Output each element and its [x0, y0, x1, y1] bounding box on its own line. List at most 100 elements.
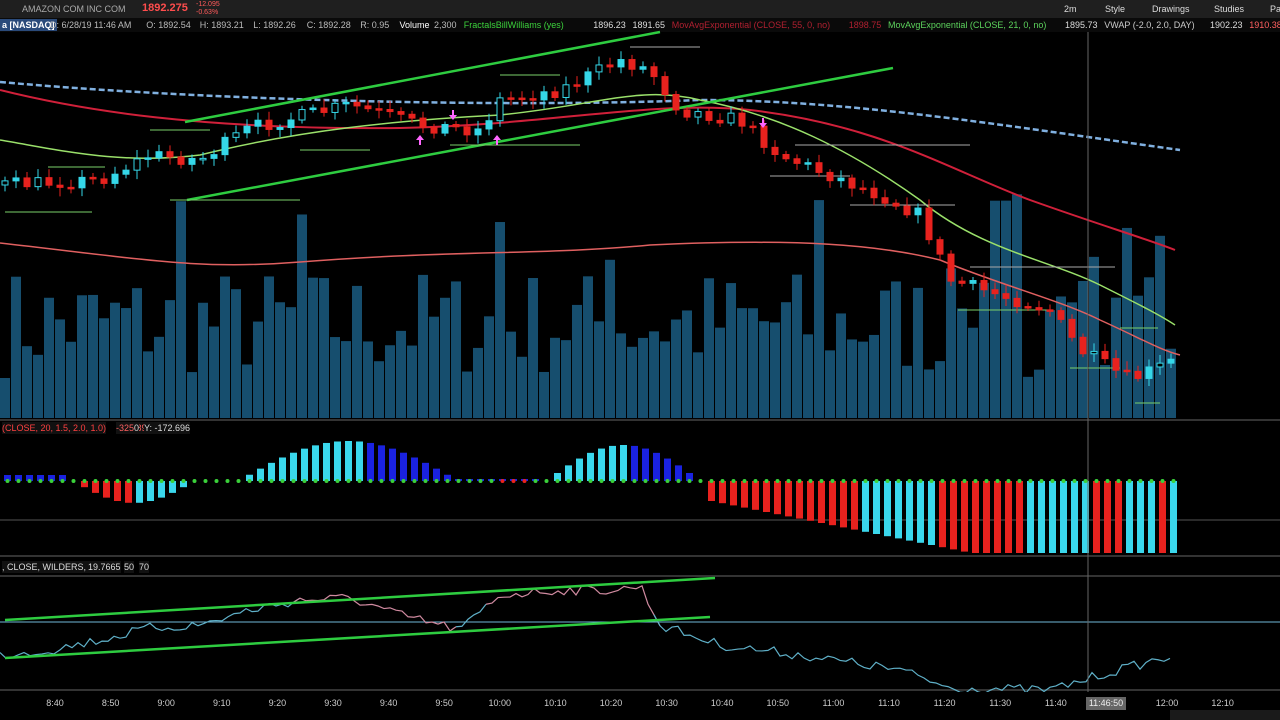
study-value: D: 6/28/19 11:46 AM: [50, 20, 132, 30]
volume-bar: [231, 289, 241, 418]
volume-bar: [660, 341, 670, 418]
toolbar-button[interactable]: Studies: [1214, 4, 1245, 14]
histogram-bar: [411, 457, 418, 481]
zero-dot: [929, 479, 934, 483]
histogram-bar: [81, 481, 88, 488]
zero-dot: [610, 479, 615, 483]
histogram-bar: [389, 448, 396, 481]
candle-body: [980, 280, 988, 291]
volume-bar: [110, 302, 120, 418]
zero-dot: [1028, 479, 1033, 483]
volume-bar: [924, 369, 934, 418]
candle-body: [243, 125, 251, 134]
volume-bar: [561, 340, 571, 418]
histogram-bar: [939, 481, 946, 548]
histogram-bar: [147, 481, 154, 502]
volume-bar: [385, 345, 395, 418]
zero-dot: [1094, 479, 1099, 483]
histogram-bar: [433, 468, 440, 481]
zero-dot: [918, 479, 923, 483]
candle-body: [1035, 307, 1043, 311]
time-label: 10:40: [711, 698, 734, 708]
volume-bar: [462, 371, 472, 418]
zero-dot: [456, 479, 461, 483]
volume-bar: [341, 341, 351, 418]
histogram-bar: [752, 481, 759, 510]
zero-dot: [247, 479, 252, 483]
zero-dot: [665, 479, 670, 483]
toolbar-button[interactable]: 2m: [1064, 4, 1077, 14]
candle-body: [1057, 310, 1065, 320]
candle-body: [23, 177, 31, 188]
histogram-bar: [1115, 481, 1122, 553]
volume-bar: [517, 356, 527, 418]
candle-body: [672, 94, 680, 111]
histogram-bar: [1071, 481, 1078, 553]
zero-dot: [764, 479, 769, 483]
volume-bar: [1056, 296, 1066, 418]
exchange-label: a [NASDAQ]: [0, 19, 57, 31]
study-value: VWAP (-2.0, 2.0, DAY): [1104, 20, 1195, 30]
toolbar-button[interactable]: Style: [1105, 4, 1126, 14]
zero-dot: [302, 479, 307, 483]
zero-dot: [621, 479, 626, 483]
volume-bar: [539, 371, 549, 418]
volume-bar: [858, 341, 868, 418]
trend-line: [186, 66, 894, 202]
candle-body: [430, 126, 438, 134]
panel-label: , CLOSE, WILDERS, no): [2, 561, 102, 573]
signal-arrow: [416, 135, 424, 145]
candle-body: [1156, 362, 1164, 368]
zero-dot: [49, 479, 54, 483]
candle-body: [232, 132, 240, 138]
candle-body: [265, 119, 273, 130]
zero-dot: [390, 479, 395, 483]
zero-dot: [973, 479, 978, 483]
volume-bar: [154, 336, 164, 418]
histogram-bar: [807, 481, 814, 521]
candle-body: [848, 177, 856, 189]
volume-bar: [176, 201, 186, 418]
candle-body: [408, 113, 416, 119]
candle-body: [89, 176, 97, 180]
zero-dot: [1083, 479, 1088, 483]
symbol-name: AMAZON COM INC COM: [22, 4, 126, 14]
zero-dot: [1116, 479, 1121, 483]
zero-dot: [324, 479, 329, 483]
zero-dot: [962, 479, 967, 483]
volume-bar: [803, 334, 813, 418]
histogram-bar: [4, 475, 11, 481]
zero-dot: [1039, 479, 1044, 483]
volume-bar: [957, 308, 967, 418]
toolbar-button[interactable]: Pa: [1270, 4, 1280, 14]
histogram-bar: [279, 457, 286, 481]
zero-dot: [500, 479, 505, 483]
candle-body: [463, 126, 471, 136]
candle-body: [1, 180, 9, 186]
zero-dot: [654, 479, 659, 483]
volume-bar: [759, 321, 769, 418]
histogram-bar: [136, 481, 143, 503]
zero-dot: [181, 479, 186, 483]
volume-bar: [781, 302, 791, 418]
candle-body: [474, 128, 482, 136]
histogram-bar: [796, 481, 803, 519]
candle-body: [78, 176, 86, 189]
candle-body: [749, 125, 757, 129]
zero-dot: [742, 479, 747, 483]
volume-bar: [605, 259, 615, 418]
study-value: FractalsBillWilliams (yes): [463, 20, 564, 30]
volume-bar: [264, 276, 274, 418]
candle-body: [1002, 293, 1010, 299]
candle-body: [397, 111, 405, 115]
panel-label: 50: [124, 561, 135, 573]
histogram-bar: [103, 481, 110, 498]
volume-bar: [1133, 295, 1143, 418]
volume-bar: [594, 321, 604, 418]
candle-body: [925, 207, 933, 241]
toolbar-button[interactable]: Drawings: [1152, 4, 1190, 14]
zero-dot: [687, 479, 692, 483]
volume-bar: [737, 308, 747, 418]
candle-body: [771, 146, 779, 156]
histogram-bar: [323, 442, 330, 481]
